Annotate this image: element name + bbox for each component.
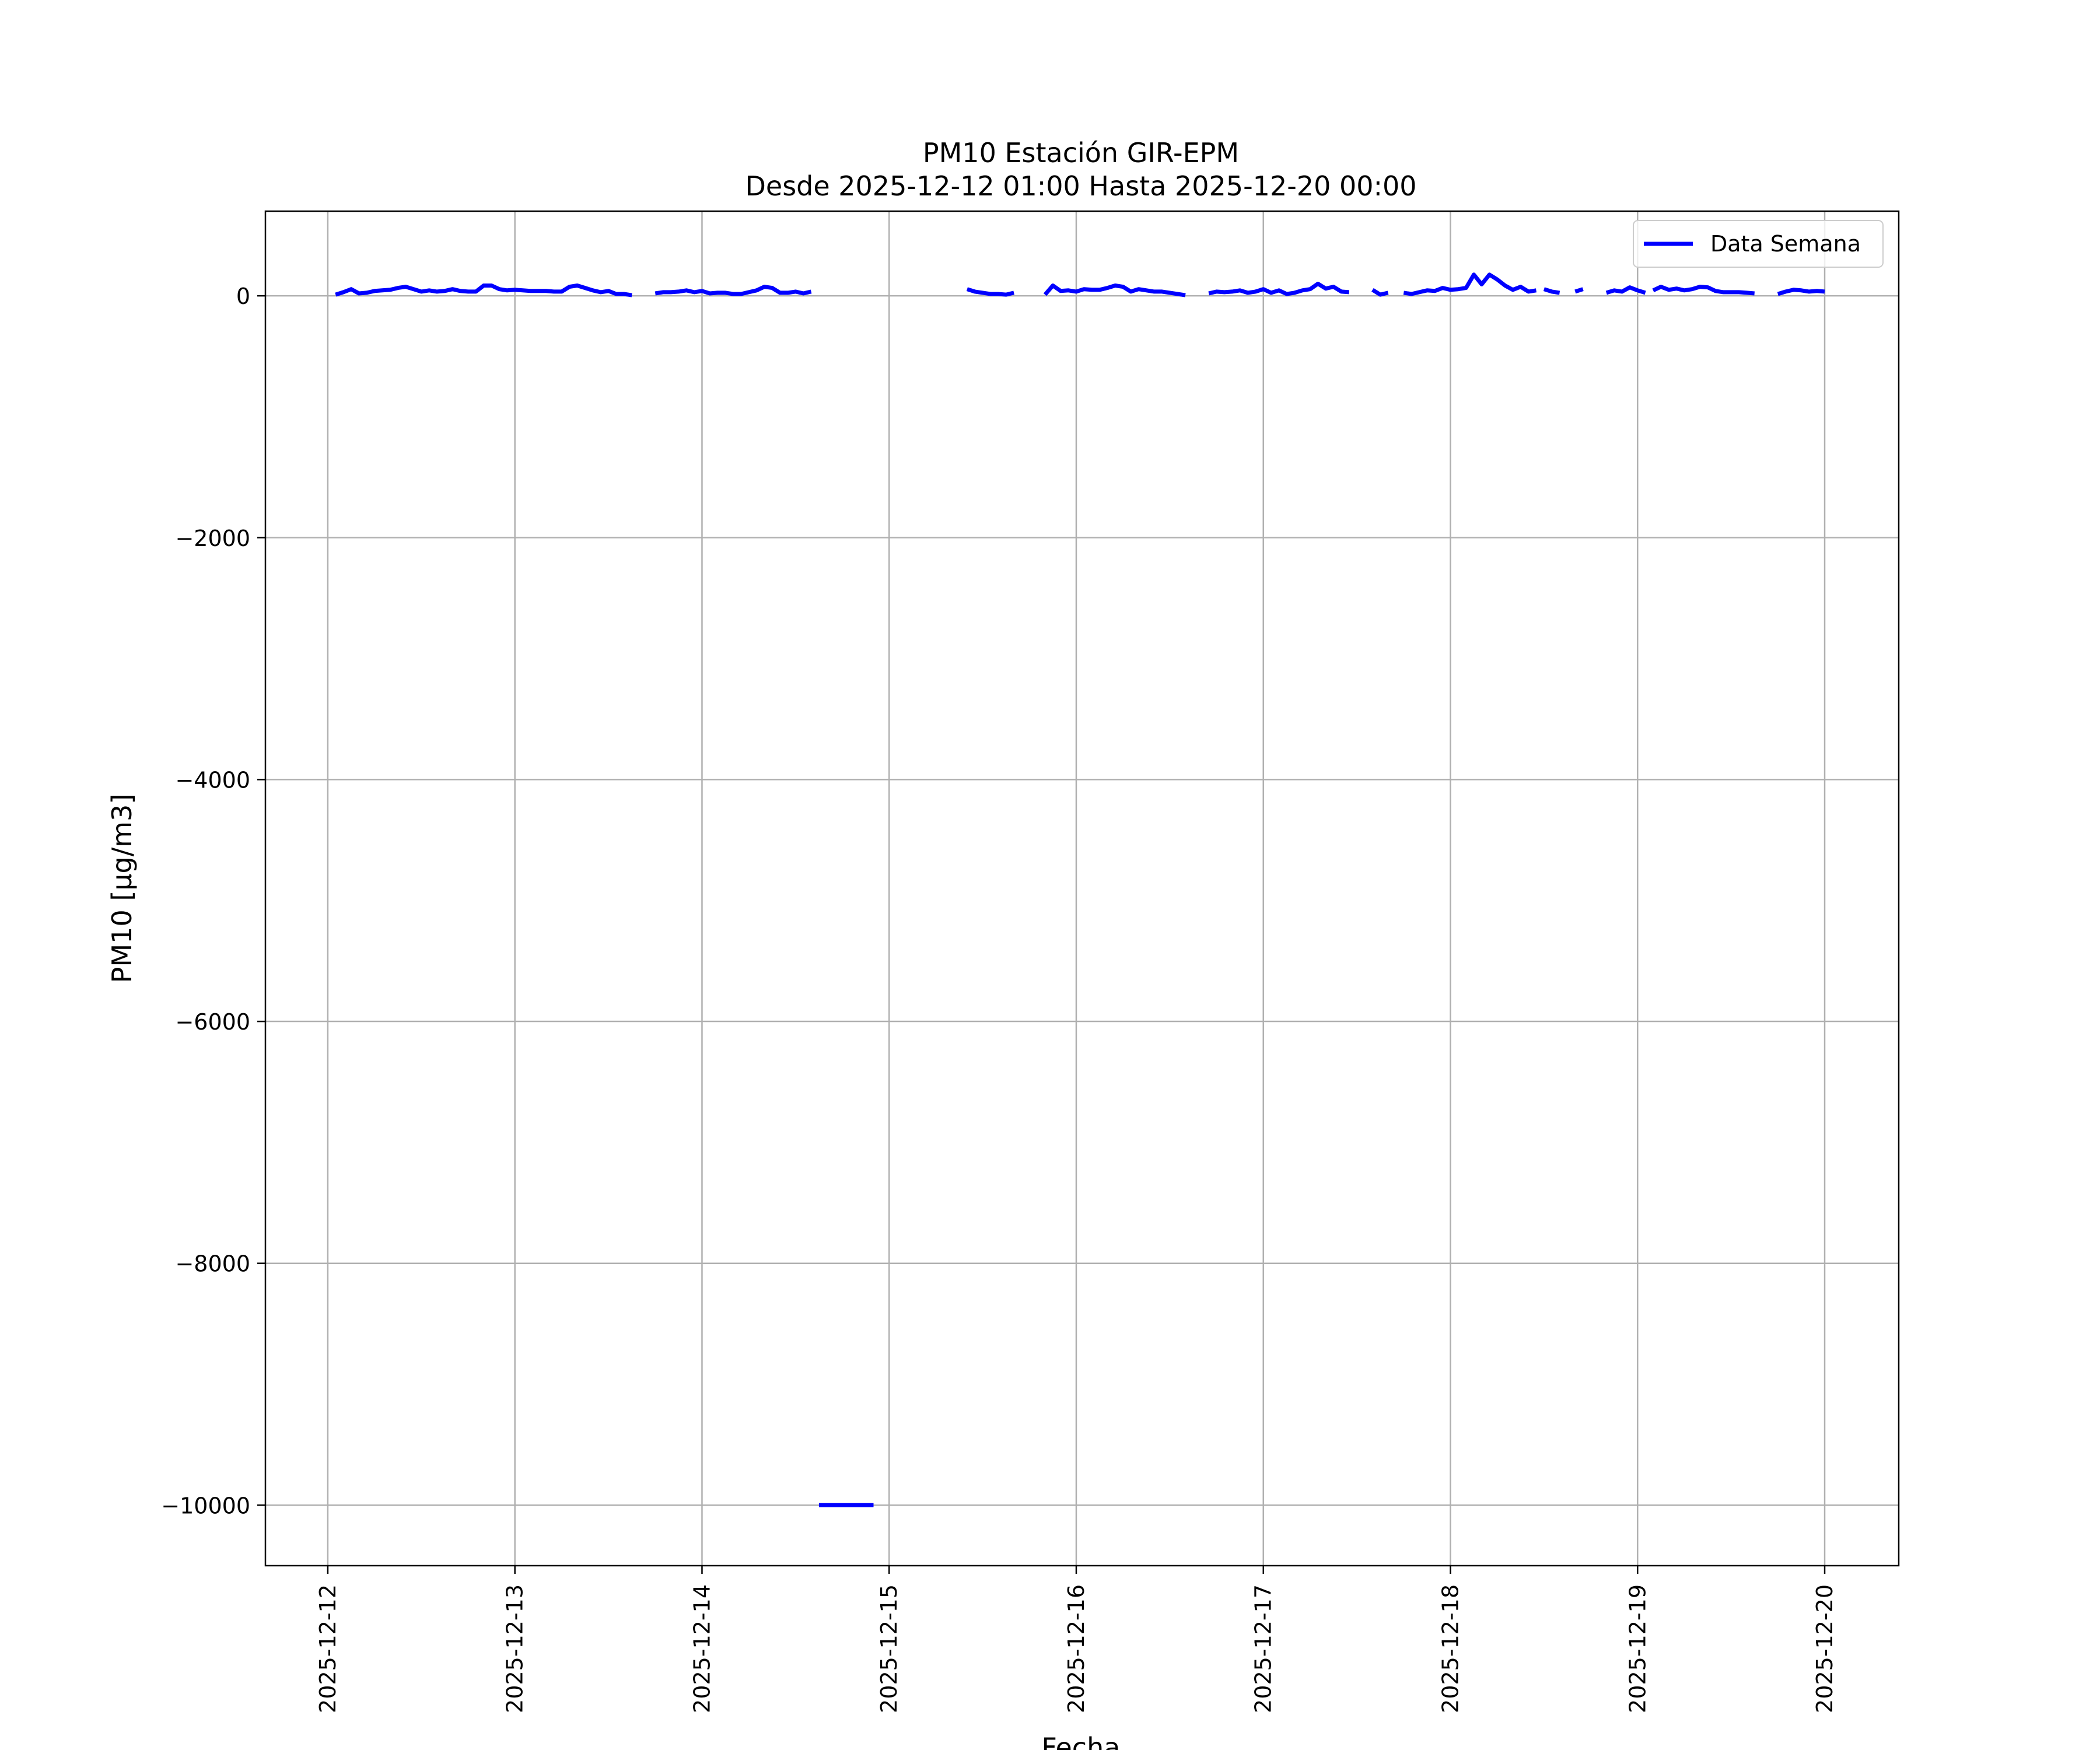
chart-subtitle: Desde 2025-12-12 01:00 Hasta 2025-12-20 … xyxy=(745,170,1416,202)
series-line-segment xyxy=(1403,272,1537,296)
legend: Data Semana xyxy=(1633,220,1884,268)
series-line-segment xyxy=(1543,287,1560,295)
y-tick-label: 0 xyxy=(236,284,250,309)
x-tick-label: 2025-12-13 xyxy=(502,1584,528,1713)
series-line-segment xyxy=(1574,287,1584,294)
y-tick-label: −4000 xyxy=(175,767,250,793)
chart-title: PM10 Estación GIR-EPM xyxy=(923,137,1239,169)
y-tick-label: −10000 xyxy=(161,1493,250,1518)
x-tick-label: 2025-12-18 xyxy=(1438,1584,1464,1713)
series-line-segment xyxy=(1605,285,1646,295)
y-tick-label: −2000 xyxy=(175,526,250,551)
grid xyxy=(265,211,1899,1566)
series-line-segment xyxy=(1652,285,1755,296)
x-tick-label: 2025-12-19 xyxy=(1625,1584,1650,1713)
series-line-segment xyxy=(1208,281,1350,296)
plot-area-frame xyxy=(264,210,1900,1567)
series-line-segment xyxy=(1043,284,1186,298)
x-axis-label: Fecha xyxy=(1042,1732,1121,1750)
legend-label-data-semana: Data Semana xyxy=(1710,231,1861,257)
y-axis-label: PM10 [μg/m3] xyxy=(106,794,138,984)
y-tick-label: −8000 xyxy=(175,1251,250,1277)
x-tick-label: 2025-12-14 xyxy=(689,1584,715,1713)
x-tick-label: 2025-12-16 xyxy=(1063,1584,1089,1713)
series-line-segment xyxy=(335,284,632,298)
data-series-data-semana xyxy=(335,272,1825,1507)
x-tick-label: 2025-12-17 xyxy=(1251,1584,1276,1713)
x-tick-label: 2025-12-15 xyxy=(876,1584,902,1713)
y-tick-label: −6000 xyxy=(175,1009,250,1035)
series-line-segment xyxy=(1777,288,1825,296)
series-line-segment xyxy=(1371,288,1389,297)
axis-ticks: 2025-12-12 2025-12-13 2025-12-14 2025-12-15… xyxy=(161,284,1838,1713)
series-line-segment xyxy=(654,285,812,296)
x-tick-label: 2025-12-20 xyxy=(1812,1584,1838,1713)
x-tick-label: 2025-12-12 xyxy=(315,1584,341,1713)
legend-box xyxy=(1633,220,1884,268)
series-line-segment xyxy=(966,287,1014,297)
